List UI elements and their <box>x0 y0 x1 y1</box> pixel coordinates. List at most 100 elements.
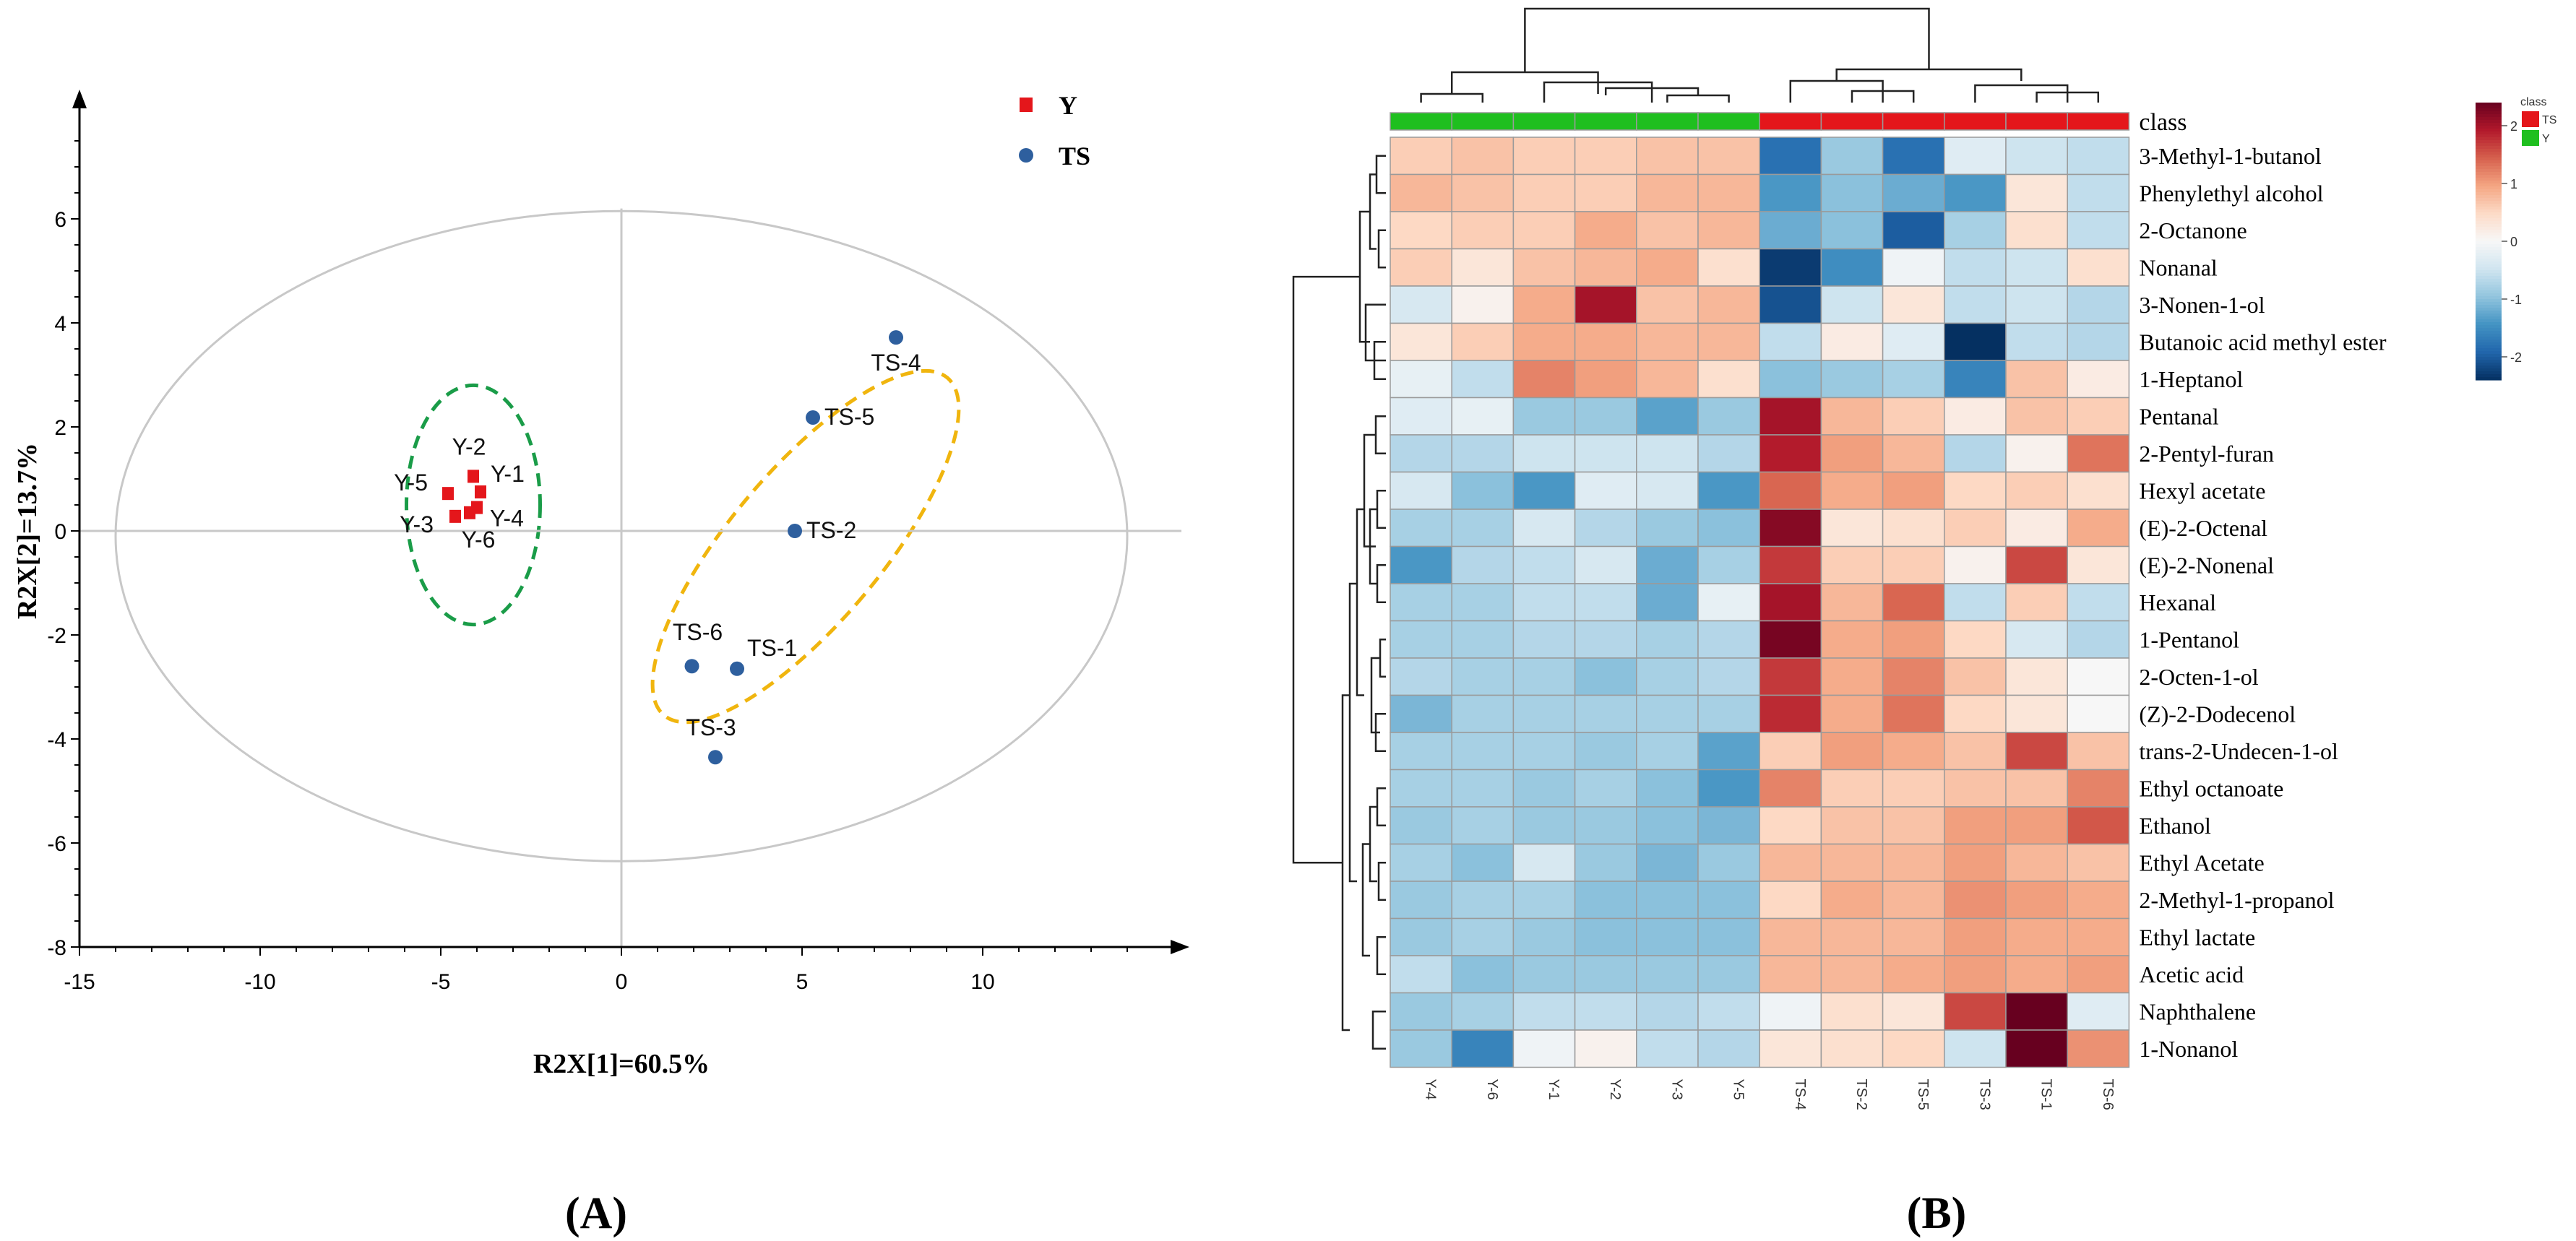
heatmap-cell <box>1944 917 2007 956</box>
row-dendrogram-branch-1 <box>1377 229 1386 269</box>
heatmap-cell <box>2067 843 2130 882</box>
heatmap-cell <box>1636 248 1699 287</box>
heatmap-cell <box>1697 917 1760 956</box>
heatmap-cell <box>1574 992 1637 1031</box>
legend-label-Y: Y <box>1059 91 1077 120</box>
heatmap-cell <box>1512 881 1576 920</box>
heatmap-cell <box>1697 992 1760 1031</box>
heatmap-cell <box>1390 509 1452 548</box>
colorbar-segment <box>2476 267 2502 271</box>
heatmap-cell <box>2067 917 2130 956</box>
heatmap-cell <box>1944 955 2007 994</box>
heatmap-cell <box>1697 657 1760 696</box>
heatmap-cell <box>1512 694 1576 733</box>
heatmap-cell <box>1390 657 1452 696</box>
colorbar-segment <box>2476 256 2502 259</box>
heatmap-cell <box>1636 471 1699 510</box>
column-dendrogram-branch-8 <box>1974 84 2069 103</box>
colorbar-segment <box>2476 308 2502 311</box>
heatmap-cell <box>1390 248 1452 287</box>
heatmap-cell <box>1944 471 2007 510</box>
heatmap-cell <box>2005 248 2068 287</box>
heatmap-cell <box>2005 173 2068 212</box>
heatmap-cell <box>1882 1029 1945 1068</box>
heatmap-cell <box>1820 137 1884 176</box>
heatmap-cell <box>1574 583 1637 622</box>
class-bar-cell <box>1882 112 1945 131</box>
point-TS-1 <box>730 661 744 676</box>
heatmap-cell <box>1697 620 1760 659</box>
colorbar-segment <box>2476 282 2502 285</box>
row-dendrogram-root <box>1292 275 1360 864</box>
heatmap-cell <box>1820 360 1884 399</box>
heatmap-cell <box>1697 471 1760 510</box>
colorbar-segment <box>2476 322 2502 326</box>
colorbar-segment <box>2476 215 2502 219</box>
heatmap-cell <box>1882 657 1945 696</box>
colorbar-segment <box>2476 108 2502 112</box>
y-tick-label: 4 <box>54 312 66 336</box>
heatmap-cell <box>2005 881 2068 920</box>
heatmap-cell <box>1697 173 1760 212</box>
point-TS-5 <box>806 410 820 425</box>
heatmap-cell <box>1451 211 1515 250</box>
colorbar-segment <box>2476 366 2502 369</box>
class-legend-label-TS: TS <box>2542 114 2556 126</box>
point-Y-3 <box>449 509 461 523</box>
column-dendrogram-branch-0 <box>1420 92 1484 103</box>
row-label: 2-Methyl-1-propanol <box>2139 887 2334 913</box>
colorbar-segment <box>2476 276 2502 280</box>
heatmap-cell <box>1574 173 1637 212</box>
heatmap-cell <box>1697 285 1760 324</box>
point-Y-5 <box>442 487 454 501</box>
heatmap-cell <box>1944 992 2007 1031</box>
heatmap-cell <box>1390 769 1452 808</box>
y-axis-arrow <box>72 90 87 108</box>
x-tick-label: 10 <box>970 970 994 994</box>
legend-label-TS: TS <box>1059 142 1090 170</box>
colorbar-segment <box>2476 340 2502 343</box>
heatmap-cell <box>1451 248 1515 287</box>
colorbar-segment <box>2476 140 2502 144</box>
heatmap-cell <box>1697 732 1760 771</box>
class-bar-cell <box>2067 112 2130 131</box>
colorbar-segment <box>2476 120 2502 124</box>
colorbar-segment <box>2476 178 2502 181</box>
heatmap-cell <box>1390 1029 1452 1068</box>
colorbar-segment <box>2476 103 2502 106</box>
heatmap-cell <box>1697 955 1760 994</box>
heatmap-cell <box>1944 545 2007 584</box>
heatmap-cell <box>1574 322 1637 361</box>
column-label: Y-4 <box>1423 1079 1439 1100</box>
heatmap-cell <box>1451 881 1515 920</box>
colorbar-segment <box>2476 279 2502 282</box>
class-bar-cell <box>1512 112 1576 131</box>
colorbar-tick-label: 0 <box>2510 235 2517 249</box>
heatmap-cell <box>1944 137 2007 176</box>
column-label: TS-3 <box>1976 1079 1992 1110</box>
heatmap-cell <box>1574 694 1637 733</box>
row-label: 1-Nonanol <box>2139 1036 2238 1062</box>
heatmap-cell <box>1574 620 1637 659</box>
heatmap-cell <box>1390 694 1452 733</box>
heatmap-cell <box>2005 545 2068 584</box>
heatmap-cell <box>1451 992 1515 1031</box>
heatmap-cell <box>2067 545 2130 584</box>
column-label: TS-4 <box>1792 1079 1808 1110</box>
heatmap-cell <box>1512 173 1576 212</box>
heatmap-cell <box>1882 285 1945 324</box>
heatmap-cell <box>1574 285 1637 324</box>
heatmap-cell <box>1574 881 1637 920</box>
heatmap-cell <box>1944 434 2007 473</box>
colorbar-segment <box>2476 253 2502 256</box>
heatmap-cell <box>1820 769 1884 808</box>
heatmap-cell <box>1636 843 1699 882</box>
heatmap-cell <box>1944 732 2007 771</box>
heatmap-cell <box>1512 843 1576 882</box>
colorbar-segment <box>2476 146 2502 150</box>
class-bar-cell <box>1390 112 1452 131</box>
heatmap-cell <box>1697 137 1760 176</box>
heatmap-cell <box>1882 583 1945 622</box>
heatmap-cell <box>1574 397 1637 436</box>
heatmap-cell <box>2005 843 2068 882</box>
